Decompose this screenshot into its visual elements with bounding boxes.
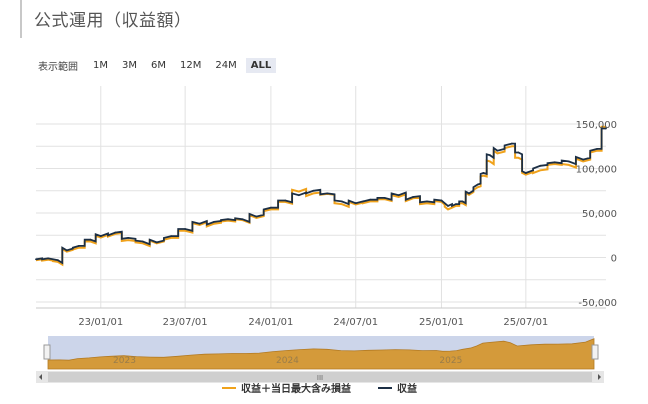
series-point-income (476, 183, 479, 186)
series-point-income (213, 221, 215, 223)
series-line-income (35, 127, 606, 265)
series-point-income (496, 149, 499, 152)
series-point-income (155, 241, 158, 244)
x-tick-label: 25/07/01 (503, 317, 548, 328)
series-point-income (184, 228, 187, 230)
series-point-income (461, 200, 464, 203)
x-tick-label: 23/01/01 (78, 317, 123, 328)
range-button-12m[interactable]: 12M (180, 59, 202, 71)
navigator-year-label: 2023 (113, 356, 136, 366)
legend: 収益＋当日最大含み損益 収益 (222, 382, 417, 395)
series-point-income (412, 196, 414, 198)
y-tick-label: 0 (611, 254, 617, 265)
legend-label-income: 収益 (397, 382, 417, 395)
series-point-income (227, 218, 229, 221)
axis-layer: 23/01/01 23/07/01 24/01/01 24/07/01 25/01/01… (36, 120, 617, 328)
series-layer (35, 125, 607, 267)
series-point-income (455, 203, 457, 206)
x-tick-label: 24/01/01 (248, 317, 293, 328)
page-title: 公式運用（収益額） (34, 11, 192, 31)
y-tick-label: -50,000 (578, 298, 617, 309)
series-point-income (77, 245, 80, 247)
series-point-income (170, 235, 173, 238)
series-point-income (524, 172, 527, 174)
series-point-income (426, 200, 428, 203)
series-point-income (468, 192, 470, 195)
series-point-income (517, 151, 520, 154)
series-point-income (510, 142, 513, 145)
range-button-3m[interactable]: 3M (122, 59, 137, 71)
title-bar: 公式運用（収益額） (20, 0, 191, 38)
navigator[interactable]: 2023 2024 2025 III (36, 336, 604, 383)
scroll-right-arrow-icon (598, 374, 601, 380)
series-point-income (65, 249, 68, 252)
series-point-income (99, 235, 102, 238)
navigator-left-handle (43, 344, 51, 360)
series-point-income (89, 238, 92, 241)
navigator-right-handle (591, 344, 599, 360)
series-point-income (47, 257, 50, 260)
series-point-income (269, 206, 272, 209)
series-line-income-plus-latent (35, 125, 606, 267)
y-tick-label: 50,000 (582, 209, 617, 220)
series-point-income (297, 194, 300, 197)
series-point-income (354, 202, 357, 205)
scrollbar-grip: III (317, 374, 323, 382)
range-button-6m[interactable]: 6M (151, 59, 166, 71)
range-button-all[interactable]: ALL (245, 57, 277, 73)
series-point-income (127, 237, 130, 239)
series-point-income (539, 164, 542, 167)
range-button-24m[interactable]: 24M (215, 59, 237, 71)
navigator-area (47, 338, 595, 370)
legend-label-income-plus-latent: 収益＋当日最大含み損益 (241, 382, 351, 395)
scrollbar-thumb (48, 372, 592, 382)
range-button-1m[interactable]: 1M (93, 59, 108, 71)
series-point-income (198, 222, 201, 225)
y-tick-label: 100,000 (576, 165, 617, 176)
series-point-income (326, 192, 329, 195)
navigator-year-label: 2025 (439, 356, 462, 366)
series-point-income (340, 200, 343, 203)
series-point-income (482, 172, 485, 174)
range-selector-label: 表示範囲 (38, 61, 78, 73)
series-point-income (397, 194, 400, 197)
x-tick-label: 24/07/01 (333, 317, 378, 328)
range-selector: 表示範囲 1M 3M 6M 12M 24M ALL (38, 56, 280, 74)
series-point-income (284, 199, 287, 202)
series-point-income (369, 198, 372, 201)
x-tick-label: 25/01/01 (419, 317, 464, 328)
navigator-year-label: 2024 (276, 356, 299, 366)
series-point-income (57, 259, 59, 262)
y-tick-label: 150,000 (576, 120, 617, 131)
series-point-income (312, 189, 315, 192)
x-tick-label: 23/07/01 (163, 317, 208, 328)
series-point-income (553, 161, 556, 164)
series-point-income (35, 258, 37, 261)
series-point-income (567, 160, 570, 163)
scroll-left-arrow-icon (39, 374, 42, 380)
series-point-income (605, 127, 607, 130)
series-point-income (596, 148, 599, 150)
series-point-income (241, 218, 244, 221)
series-point-income (440, 199, 443, 202)
series-point-income (114, 231, 117, 234)
series-point-income (489, 154, 491, 157)
grid-layer (36, 86, 606, 308)
series-point-income (383, 196, 386, 199)
series-point-income (582, 158, 585, 161)
series-point-income (141, 240, 144, 243)
series-point-income (447, 204, 449, 207)
series-point-income (255, 215, 258, 218)
